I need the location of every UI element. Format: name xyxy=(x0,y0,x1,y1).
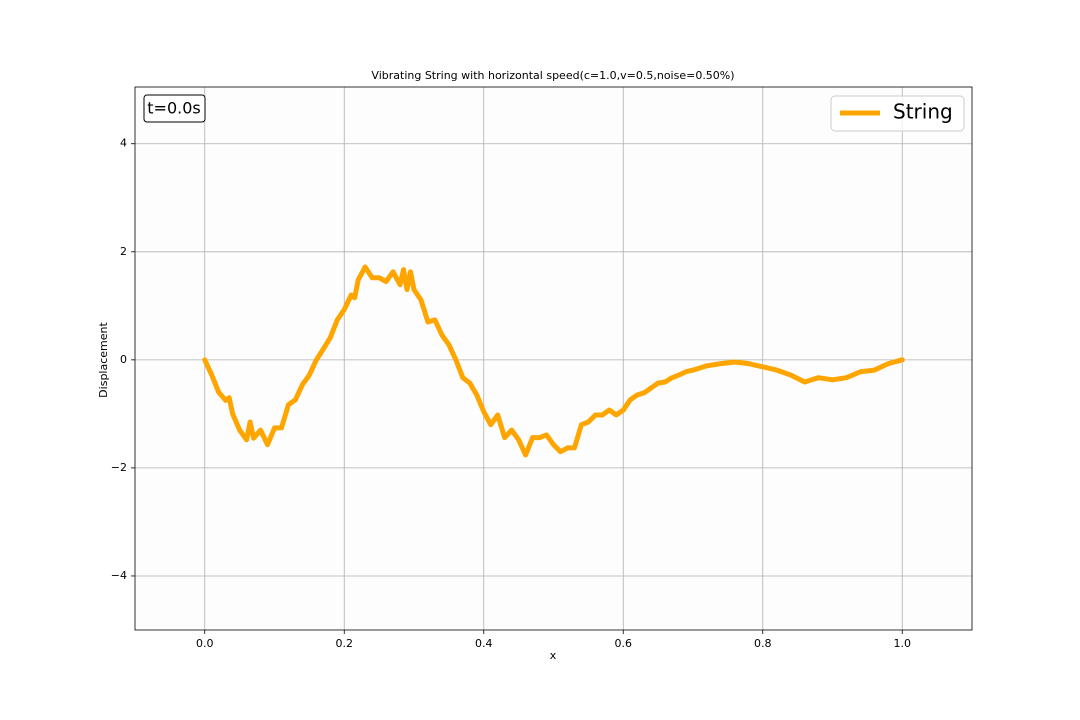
y-axis-label: Displacement xyxy=(97,322,110,398)
plot-frame xyxy=(134,86,973,631)
chart-title: Vibrating String with horizontal speed(c… xyxy=(371,69,734,82)
x-tick-label: 1.0 xyxy=(894,637,912,650)
annotation: t=0.0s xyxy=(147,99,200,118)
y-tick-label: 0 xyxy=(120,353,127,366)
plot-area xyxy=(135,87,972,630)
x-axis-label: x xyxy=(550,649,557,662)
x-tick-label: 0.4 xyxy=(475,637,493,650)
y-tick-label: −4 xyxy=(111,569,127,582)
legend xyxy=(830,95,965,132)
x-tick-label: 0.8 xyxy=(754,637,772,650)
legend-label: String xyxy=(893,100,953,124)
x-tick-label: 0.6 xyxy=(615,637,633,650)
x-tick-label: 0.0 xyxy=(196,637,214,650)
annotation-box xyxy=(143,94,206,123)
y-tick-label: −2 xyxy=(111,461,127,474)
y-tick-label: 2 xyxy=(120,245,127,258)
y-tick-label: 4 xyxy=(120,137,127,150)
string-line xyxy=(202,264,905,458)
x-tick-label: 0.2 xyxy=(336,637,354,650)
